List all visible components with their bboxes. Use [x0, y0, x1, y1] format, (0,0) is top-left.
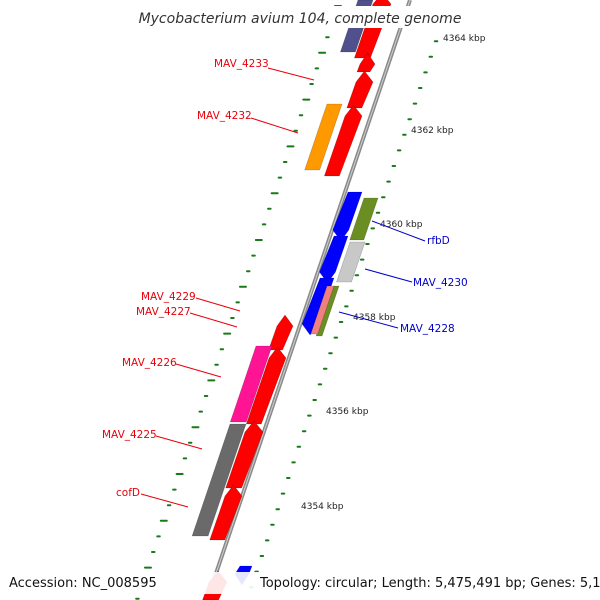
genome-backbone [205, 0, 412, 600]
gene-block-red [356, 52, 376, 73]
gene-label-MAV_4226[interactable]: MAV_4226 [122, 357, 177, 369]
scale-label-4360: 4360 kbp [380, 220, 423, 230]
map-title: Mycobacterium avium 104, complete genome [139, 11, 462, 27]
gene-block-red [209, 484, 243, 541]
left-gene-labels: MAV_4233 MAV_4232 MAV_4229 MAV_4227 MAV_… [102, 58, 315, 508]
gene-label-MAV_4227[interactable]: MAV_4227 [136, 306, 191, 318]
scale-label-4358: 4358 kbp [353, 313, 396, 323]
scale-ticks: 4364 kbp 4362 kbp 4360 kbp 4358 kbp 4356… [301, 34, 486, 512]
gene-block-olive [349, 197, 379, 241]
title-backdrop [140, 6, 460, 28]
scale-label-4364: 4364 kbp [443, 34, 486, 44]
tick-tracks [135, 5, 449, 600]
genome-summary-text: Topology: circular; Length: 5,475,491 bp… [259, 576, 600, 591]
gene-block-red [323, 104, 363, 177]
gene-label-MAV_4225[interactable]: MAV_4225 [102, 429, 157, 441]
gene-block-gray [191, 423, 247, 537]
gene-block-light-gray [336, 241, 366, 283]
gene-label-MAV_4228[interactable]: MAV_4228 [400, 323, 455, 335]
gene-block-orange [304, 103, 343, 171]
gene-label-cofD[interactable]: cofD [116, 487, 140, 499]
gene-block-salmon [310, 285, 335, 335]
gene-features [191, 0, 392, 600]
gene-block-red [268, 314, 294, 351]
gene-label-MAV_4233[interactable]: MAV_4233 [214, 58, 269, 70]
right-gene-labels: rfbD MAV_4230 MAV_4228 [338, 220, 468, 335]
gene-block-red [346, 70, 374, 109]
scale-label-4354: 4354 kbp [301, 502, 344, 512]
scale-label-4356: 4356 kbp [326, 407, 369, 417]
gene-label-rfbD[interactable]: rfbD [427, 235, 450, 247]
gene-label-MAV_4229[interactable]: MAV_4229 [141, 291, 196, 303]
gene-label-MAV_4232[interactable]: MAV_4232 [197, 110, 252, 122]
gene-block-pink [229, 345, 273, 423]
scale-label-4362: 4362 kbp [411, 126, 454, 136]
gene-label-MAV_4230[interactable]: MAV_4230 [413, 277, 468, 289]
accession-text: Accession: NC_008595 [9, 576, 157, 591]
gene-block-blue [319, 235, 349, 284]
gene-block-blue [332, 191, 363, 242]
footer-backdrop [0, 572, 600, 594]
